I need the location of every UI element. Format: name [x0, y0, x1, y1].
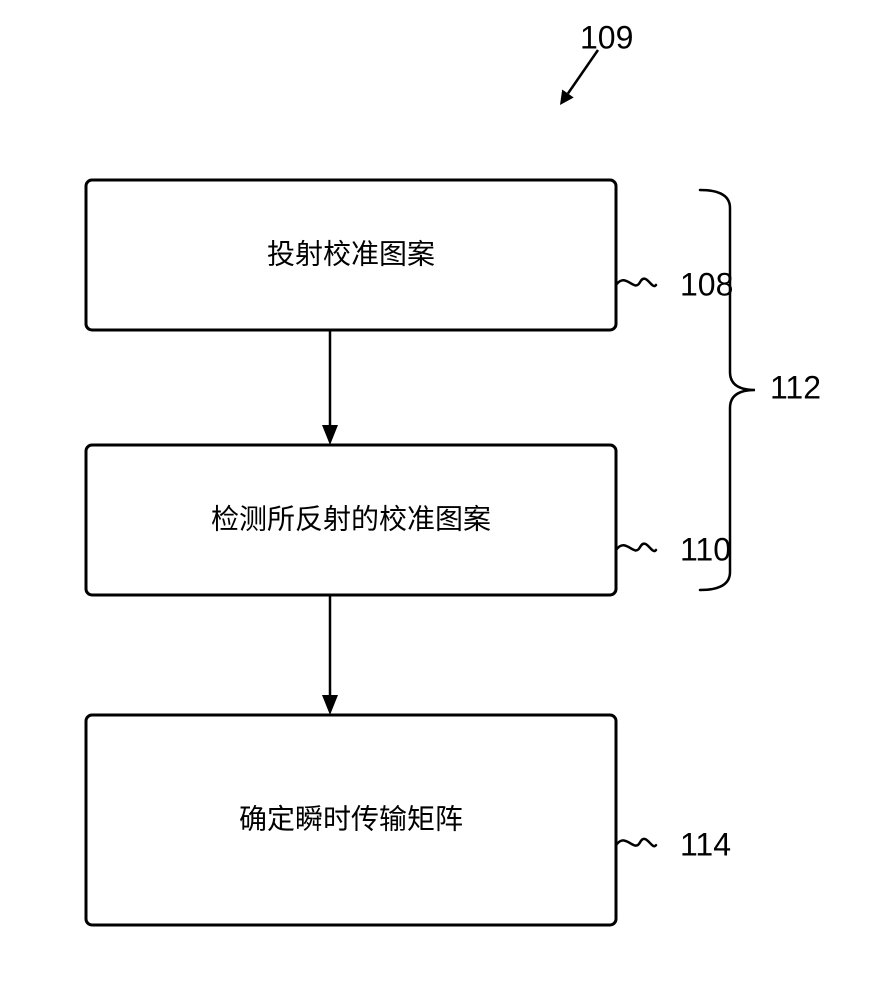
- flowchart-diagram: 投射校准图案检测所反射的校准图案确定瞬时传输矩阵 108 110 114 112 1…: [0, 0, 888, 1000]
- leader-label-110: 110: [680, 531, 731, 567]
- leader-label-114: 114: [680, 827, 731, 863]
- top-pointer-label: 109: [580, 19, 633, 55]
- brace-label-112: 112: [770, 369, 821, 405]
- leader-label-108: 108: [680, 266, 733, 302]
- brace-112: [700, 190, 755, 590]
- top-pointer-shaft: [568, 50, 598, 93]
- arrow-2: [322, 595, 338, 715]
- leader-tick-110: [616, 544, 656, 551]
- leader-tick-108: [616, 279, 656, 286]
- arrow-1-head: [322, 425, 338, 445]
- arrow-2-head: [322, 695, 338, 715]
- leader-110: 110: [616, 531, 731, 567]
- leader-tick-114: [616, 839, 656, 846]
- process-box-label: 投射校准图案: [267, 238, 435, 270]
- leaders-layer: 108 110 114: [616, 266, 733, 862]
- leader-114: 114: [616, 827, 731, 863]
- process-box-b2: 检测所反射的校准图案: [86, 445, 616, 595]
- boxes-layer: 投射校准图案检测所反射的校准图案确定瞬时传输矩阵: [86, 180, 616, 925]
- process-box-label: 确定瞬时传输矩阵: [239, 803, 463, 835]
- arrow-1: [322, 330, 338, 445]
- process-box-label: 检测所反射的校准图案: [211, 503, 491, 535]
- top-pointer-layer: 109: [560, 19, 633, 105]
- leader-108: 108: [616, 266, 733, 302]
- process-box-b1: 投射校准图案: [86, 180, 616, 330]
- process-box-b3: 确定瞬时传输矩阵: [86, 715, 616, 925]
- top-pointer-head: [560, 90, 574, 105]
- brace-layer: 112: [700, 190, 821, 590]
